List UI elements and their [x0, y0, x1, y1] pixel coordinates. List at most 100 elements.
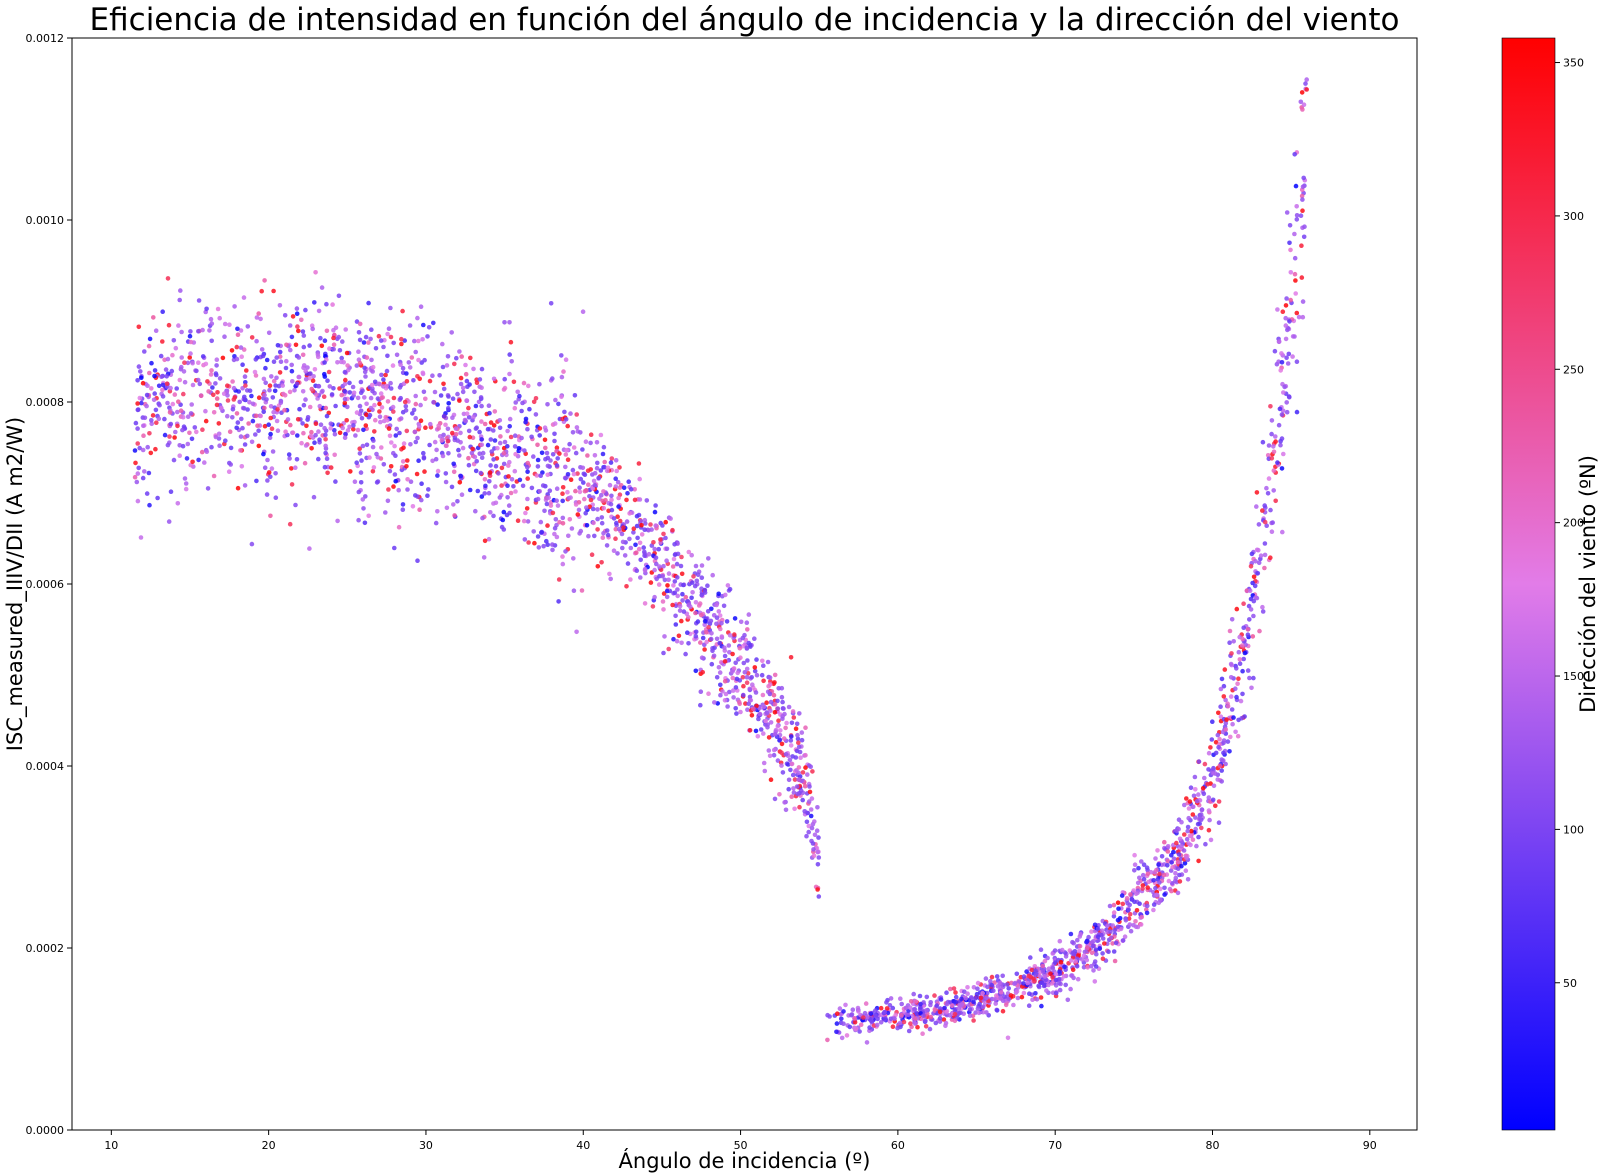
data-point [1128, 892, 1133, 897]
data-point [1225, 704, 1231, 709]
data-point [421, 322, 426, 328]
data-point [613, 476, 618, 482]
data-point [873, 1013, 878, 1018]
data-point [1227, 749, 1232, 754]
data-point [287, 456, 292, 461]
data-point [328, 421, 334, 427]
data-point [266, 330, 272, 336]
data-point [1110, 923, 1116, 928]
data-point [296, 328, 301, 334]
data-point [1099, 928, 1105, 933]
data-point [493, 463, 499, 469]
data-point [738, 619, 744, 625]
data-point [482, 477, 488, 482]
data-point [418, 402, 423, 408]
data-point [385, 331, 390, 337]
data-point [1077, 948, 1082, 954]
data-point [149, 421, 154, 427]
data-point [1132, 862, 1138, 867]
data-point [345, 367, 351, 373]
data-point [760, 692, 766, 698]
data-point [644, 498, 650, 503]
data-point [526, 540, 531, 545]
data-point [673, 613, 678, 619]
data-point [507, 371, 512, 377]
data-point [1179, 819, 1184, 825]
data-point [706, 691, 711, 696]
data-point [357, 451, 363, 456]
data-point [152, 368, 158, 373]
data-point [262, 278, 267, 283]
data-point [1280, 309, 1286, 315]
data-point [805, 772, 810, 777]
data-point [624, 584, 629, 589]
data-point [1145, 903, 1150, 909]
data-point [985, 984, 990, 990]
data-point [949, 1003, 955, 1008]
data-point [1120, 901, 1126, 907]
data-point [515, 518, 521, 523]
data-point [638, 557, 643, 563]
data-point [525, 496, 530, 502]
data-point [319, 343, 325, 349]
data-point [205, 486, 211, 491]
data-point [1272, 348, 1278, 354]
data-point [427, 442, 432, 448]
data-point [354, 363, 360, 368]
data-point [777, 737, 783, 742]
data-point [255, 423, 260, 429]
data-point [563, 549, 568, 554]
data-point [388, 380, 393, 386]
data-point [486, 490, 492, 496]
data-point [1190, 812, 1196, 817]
data-point [132, 474, 138, 480]
data-point [771, 747, 777, 753]
data-point [1223, 697, 1228, 703]
data-point [323, 450, 328, 456]
data-point [1197, 821, 1202, 826]
data-point [501, 387, 507, 392]
data-point [609, 507, 615, 513]
data-point [1108, 935, 1114, 940]
data-point [1254, 547, 1260, 553]
data-point [652, 509, 658, 515]
data-point [1271, 488, 1276, 493]
data-point [571, 556, 576, 561]
data-point [525, 460, 531, 466]
data-point [1000, 973, 1005, 979]
data-point [135, 471, 141, 476]
data-point [154, 420, 159, 426]
data-point [177, 297, 182, 303]
data-point [1115, 900, 1121, 905]
data-point [660, 599, 666, 604]
data-point [431, 399, 436, 405]
data-point [709, 606, 714, 612]
data-point [1177, 872, 1182, 878]
data-point [145, 444, 150, 450]
data-point [1014, 989, 1020, 994]
data-point [336, 334, 342, 340]
data-point [658, 537, 663, 542]
data-point [197, 381, 203, 387]
data-point [1255, 571, 1261, 576]
data-point [171, 338, 177, 343]
data-point [709, 661, 715, 667]
data-point [1093, 947, 1099, 952]
data-point [757, 711, 763, 717]
data-point [458, 375, 464, 381]
data-point [388, 334, 394, 340]
data-point [345, 404, 350, 410]
data-point [502, 376, 508, 382]
data-point [661, 650, 666, 656]
data-point [717, 613, 723, 618]
data-point [708, 636, 714, 642]
data-point [293, 465, 298, 471]
data-point [1112, 927, 1118, 933]
data-point [432, 389, 438, 395]
data-point [356, 489, 362, 495]
data-point [180, 427, 185, 433]
data-point [1140, 886, 1145, 891]
data-point [1026, 973, 1032, 979]
data-point [422, 469, 427, 474]
data-point [288, 347, 293, 353]
